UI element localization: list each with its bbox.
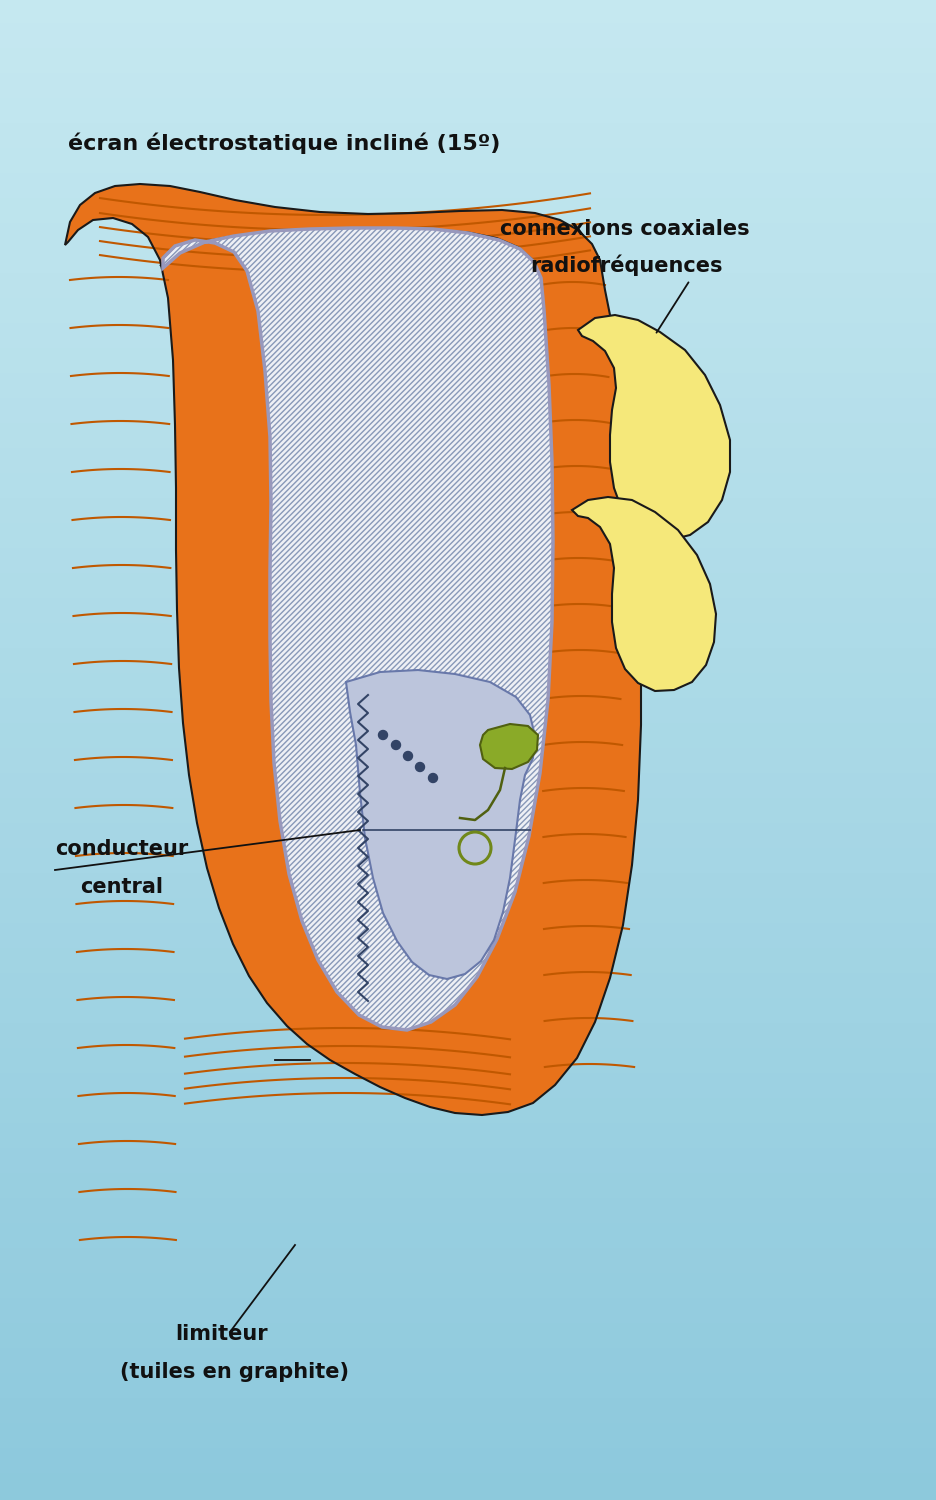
Bar <box>0 774 936 800</box>
Bar <box>0 324 936 350</box>
Bar <box>0 1348 936 1376</box>
Bar <box>0 1424 936 1450</box>
Bar <box>0 24 936 50</box>
Bar <box>0 699 936 724</box>
Bar <box>0 624 936 650</box>
Bar <box>0 924 936 950</box>
Text: connexions coaxiales: connexions coaxiales <box>500 219 750 239</box>
Text: (tuiles en graphite): (tuiles en graphite) <box>120 1362 349 1382</box>
Bar <box>0 598 936 625</box>
Bar <box>0 674 936 700</box>
Bar <box>0 724 936 750</box>
Polygon shape <box>163 228 553 1030</box>
Bar <box>0 748 936 776</box>
Polygon shape <box>346 670 535 980</box>
Bar <box>0 974 936 1000</box>
Bar <box>0 448 936 476</box>
Bar <box>0 1274 936 1300</box>
Text: écran électrostatique incliné (15º): écran électrostatique incliné (15º) <box>68 132 501 154</box>
Bar <box>0 1250 936 1275</box>
Bar <box>0 274 936 300</box>
Bar <box>0 424 936 450</box>
Bar <box>0 200 936 225</box>
Polygon shape <box>572 496 716 692</box>
Bar <box>0 1324 936 1350</box>
Bar <box>0 1149 936 1174</box>
Bar <box>0 1048 936 1076</box>
Text: central: central <box>80 878 163 897</box>
Bar <box>0 124 936 150</box>
Bar <box>0 950 936 975</box>
Bar <box>0 298 936 326</box>
Bar <box>0 1024 936 1050</box>
Text: radiofréquences: radiofréquences <box>530 255 723 276</box>
Bar <box>0 1100 936 1125</box>
Bar <box>0 174 936 200</box>
Bar <box>0 824 936 850</box>
Bar <box>0 474 936 500</box>
Bar <box>0 1198 936 1225</box>
Bar <box>0 1449 936 1474</box>
Bar <box>0 148 936 176</box>
Circle shape <box>416 762 425 771</box>
Bar <box>0 549 936 574</box>
Circle shape <box>391 741 401 750</box>
Bar <box>0 1124 936 1150</box>
Circle shape <box>429 774 437 783</box>
Bar <box>0 1074 936 1100</box>
Bar <box>0 800 936 825</box>
Bar <box>0 350 936 375</box>
Bar <box>0 249 936 274</box>
Polygon shape <box>578 315 730 540</box>
Bar <box>0 999 936 1024</box>
Bar <box>0 1400 936 1425</box>
Bar <box>0 898 936 926</box>
Bar <box>0 1299 936 1324</box>
Bar <box>0 74 936 100</box>
Bar <box>0 99 936 124</box>
Text: conducteur: conducteur <box>55 839 188 860</box>
Bar <box>0 650 936 675</box>
Bar <box>0 224 936 251</box>
Circle shape <box>378 730 388 740</box>
Bar <box>0 849 936 874</box>
Polygon shape <box>480 724 538 770</box>
Polygon shape <box>65 184 641 1114</box>
Bar <box>0 1474 936 1500</box>
Bar <box>0 1374 936 1400</box>
Bar <box>0 50 936 75</box>
Circle shape <box>403 752 413 760</box>
Bar <box>0 1224 936 1250</box>
Bar <box>0 1174 936 1200</box>
Bar <box>0 874 936 900</box>
Bar <box>0 399 936 424</box>
Text: limiteur: limiteur <box>175 1324 268 1344</box>
Bar <box>0 574 936 600</box>
Bar <box>0 0 936 26</box>
Bar <box>0 524 936 550</box>
Bar <box>0 374 936 400</box>
Bar <box>0 500 936 525</box>
